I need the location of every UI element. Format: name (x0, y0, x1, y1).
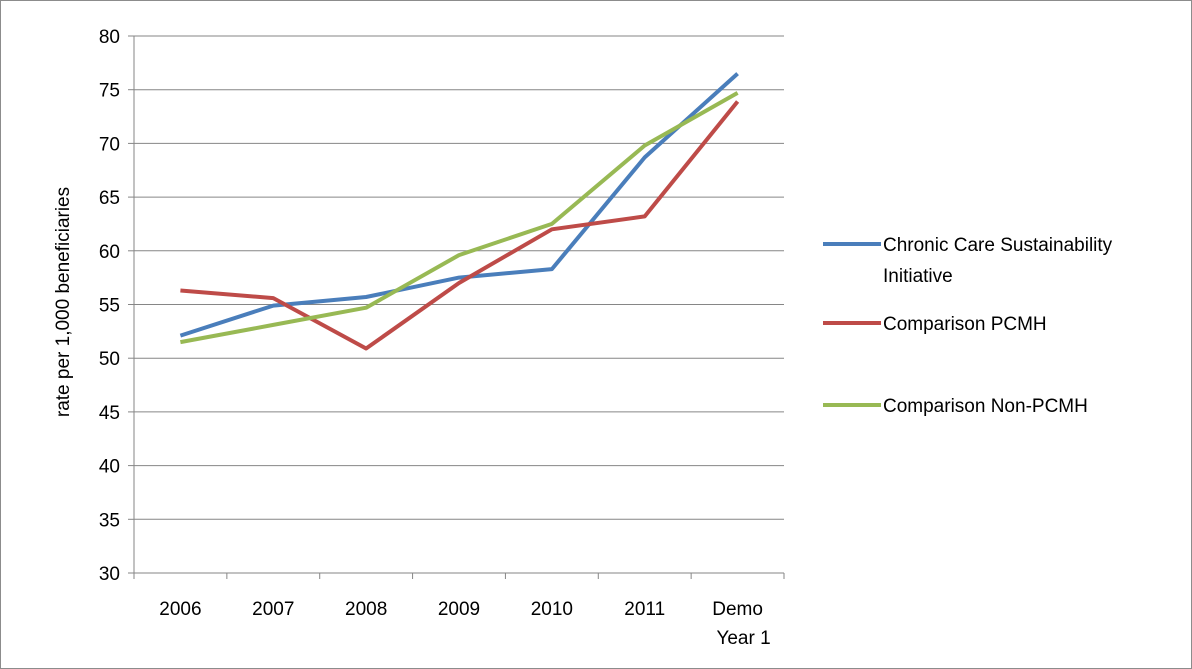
series-line-3 (180, 91, 739, 345)
y-tick-label: 40 (99, 457, 120, 478)
x-tick-label: 2009 (438, 599, 480, 620)
x-tick-label: 2006 (159, 599, 201, 620)
legend-label-1: Chronic Care Sustainability (883, 235, 1113, 256)
x-tick-label: 2011 (624, 599, 665, 620)
x-tick-label-line2: Year 1 (716, 628, 770, 649)
y-tick-label: 70 (99, 134, 120, 155)
x-tick-label: 2007 (252, 599, 294, 620)
x-tick-label: 2008 (345, 599, 387, 620)
y-tick-label: 75 (99, 81, 120, 102)
series-line-1 (179, 72, 739, 338)
legend-label-1: Initiative (883, 266, 953, 287)
legend-label-2: Comparison PCMH (883, 314, 1047, 335)
gridlines (134, 35, 784, 520)
y-tick-label: 35 (99, 510, 120, 531)
y-tick-label: 50 (99, 349, 120, 370)
y-tick-label: 30 (99, 564, 120, 585)
y-axis-title: rate per 1,000 beneficiaries (53, 187, 74, 417)
x-tick-labels: 2006 2007 2008 2009 2010 2011 Demo Year 1 (159, 599, 770, 649)
series-lines (179, 72, 740, 351)
x-tick-label: 2010 (531, 599, 573, 620)
y-tick-label: 55 (99, 296, 120, 317)
x-tick-label: Demo (712, 599, 763, 620)
y-tick-labels: 30 35 40 45 50 55 60 65 70 75 80 (99, 27, 120, 585)
y-tick-label: 80 (99, 27, 120, 48)
y-tick-label: 60 (99, 242, 120, 263)
axes (128, 35, 785, 579)
legend-label-3: Comparison Non-PCMH (883, 396, 1088, 417)
y-tick-label: 45 (99, 403, 120, 424)
series-line-2 (180, 100, 740, 351)
legend: Chronic Care Sustainability Initiative Com… (823, 235, 1113, 417)
y-tick-label: 65 (99, 188, 120, 209)
